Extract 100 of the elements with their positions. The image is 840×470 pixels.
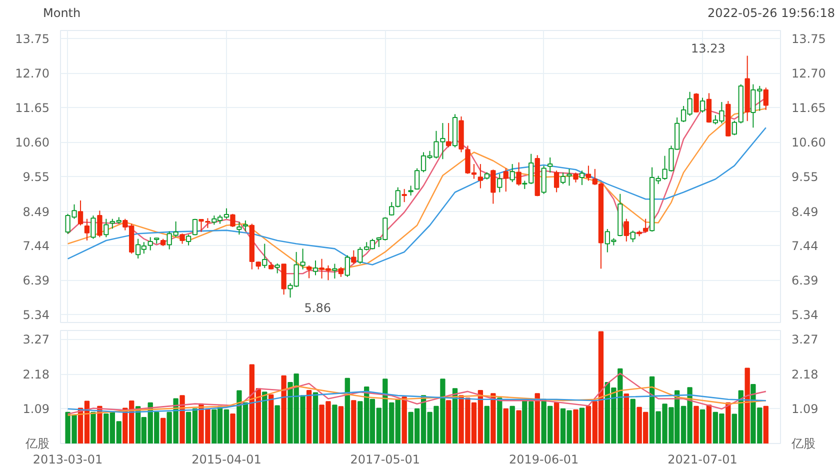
y-tick-label: 3.27 bbox=[22, 332, 50, 347]
bar bbox=[573, 409, 578, 444]
y-tick-label: 13.75 bbox=[15, 32, 50, 46]
line-series bbox=[67, 372, 767, 415]
bar bbox=[763, 406, 768, 444]
candlestick bbox=[548, 156, 553, 174]
bar bbox=[516, 410, 522, 444]
candlestick bbox=[344, 254, 350, 278]
candlestick bbox=[236, 222, 242, 236]
bar bbox=[510, 406, 515, 444]
candlestick bbox=[262, 243, 268, 269]
annotation: 5.86 bbox=[304, 301, 331, 316]
bar bbox=[694, 406, 699, 444]
y-tick-label: 6.39 bbox=[22, 274, 50, 288]
candlestick bbox=[554, 170, 560, 193]
bar bbox=[452, 388, 458, 444]
candlestick bbox=[148, 236, 153, 251]
bar bbox=[402, 396, 407, 444]
y2-tick-label: 8.49 bbox=[792, 204, 818, 219]
candlestick bbox=[643, 218, 648, 233]
x-tick-label: 2015-04-01 bbox=[192, 452, 262, 466]
y-tick-label: 1.09 bbox=[22, 402, 50, 416]
y2-tick-label: 12.70 bbox=[792, 66, 826, 81]
bar bbox=[744, 368, 750, 444]
candlestick bbox=[205, 218, 210, 229]
line-series bbox=[67, 385, 767, 416]
candlestick bbox=[97, 210, 102, 238]
bar bbox=[630, 398, 636, 444]
bar bbox=[706, 404, 712, 444]
bar bbox=[312, 392, 318, 444]
chart-title: Month bbox=[43, 5, 81, 22]
bar bbox=[503, 408, 508, 444]
candlestick bbox=[706, 92, 712, 124]
candlestick bbox=[503, 168, 508, 192]
y-tick-label: 12.70 bbox=[15, 66, 50, 81]
candlestick bbox=[516, 162, 522, 186]
x-tick-label: 2019-06-01 bbox=[508, 452, 579, 466]
text: 2022-05-26 19:56:18 bbox=[708, 5, 835, 22]
candlestick bbox=[490, 169, 496, 204]
bar bbox=[262, 392, 268, 444]
bar bbox=[338, 406, 344, 444]
candlestick bbox=[497, 173, 502, 193]
candlestick bbox=[624, 218, 629, 242]
candlestick bbox=[242, 220, 248, 232]
bar bbox=[484, 406, 490, 444]
bar bbox=[490, 393, 496, 444]
y2-tick-label: 11.65 bbox=[792, 101, 826, 116]
candlestick bbox=[306, 264, 312, 279]
bar bbox=[624, 393, 629, 444]
candlestick bbox=[230, 213, 236, 228]
candlestick bbox=[700, 97, 706, 114]
bar bbox=[344, 378, 350, 444]
y2-tick-label: 3.27 bbox=[792, 332, 818, 347]
y-tick-label: 11.65 bbox=[15, 101, 50, 116]
bar bbox=[332, 404, 338, 444]
y-tick-label: 9.55 bbox=[22, 170, 50, 184]
bar bbox=[274, 405, 280, 444]
bar bbox=[230, 413, 236, 444]
candlestick bbox=[446, 122, 452, 148]
y2-tick-label: 13.75 bbox=[792, 32, 826, 46]
candlestick bbox=[573, 172, 578, 183]
candlestick bbox=[510, 164, 515, 183]
bar bbox=[281, 375, 286, 444]
line-series bbox=[67, 390, 767, 414]
y2-tick-label: 1.09 bbox=[792, 402, 818, 416]
candlestick bbox=[694, 92, 699, 114]
bar bbox=[160, 418, 166, 444]
bar bbox=[268, 394, 274, 444]
y2-tick-label: 5.34 bbox=[792, 308, 818, 322]
y-tick-label: 5.34 bbox=[22, 308, 50, 322]
y2-tick-label: 6.39 bbox=[792, 274, 818, 288]
bar bbox=[90, 412, 96, 444]
y-tick-label: 8.49 bbox=[22, 204, 50, 219]
candlestick bbox=[198, 218, 204, 232]
y-tick-label: 亿股 bbox=[24, 436, 50, 450]
candlestick bbox=[541, 165, 546, 194]
candlestick bbox=[90, 215, 96, 240]
bar bbox=[554, 402, 560, 444]
candlestick bbox=[104, 218, 109, 238]
candlestick bbox=[478, 164, 484, 189]
candlestick bbox=[763, 87, 768, 110]
y-tick-label: 2.18 bbox=[22, 367, 50, 382]
candlestick bbox=[186, 234, 192, 246]
candlestick bbox=[312, 260, 318, 276]
candlestick bbox=[180, 233, 185, 244]
candlestick bbox=[78, 200, 84, 226]
y2-tick-label: 2.18 bbox=[792, 367, 818, 382]
bar bbox=[497, 398, 502, 444]
candlestick bbox=[402, 188, 407, 203]
candlestick bbox=[630, 230, 636, 243]
candlestick bbox=[408, 185, 414, 196]
candlestick bbox=[84, 218, 90, 241]
bar bbox=[446, 400, 452, 444]
bar bbox=[700, 409, 706, 444]
bar bbox=[180, 395, 185, 444]
y-tick-label: 7.44 bbox=[22, 239, 50, 254]
bar bbox=[534, 393, 540, 444]
x-tick-label: 2017-05-01 bbox=[350, 452, 420, 466]
bar bbox=[726, 402, 731, 444]
bar bbox=[351, 400, 356, 444]
